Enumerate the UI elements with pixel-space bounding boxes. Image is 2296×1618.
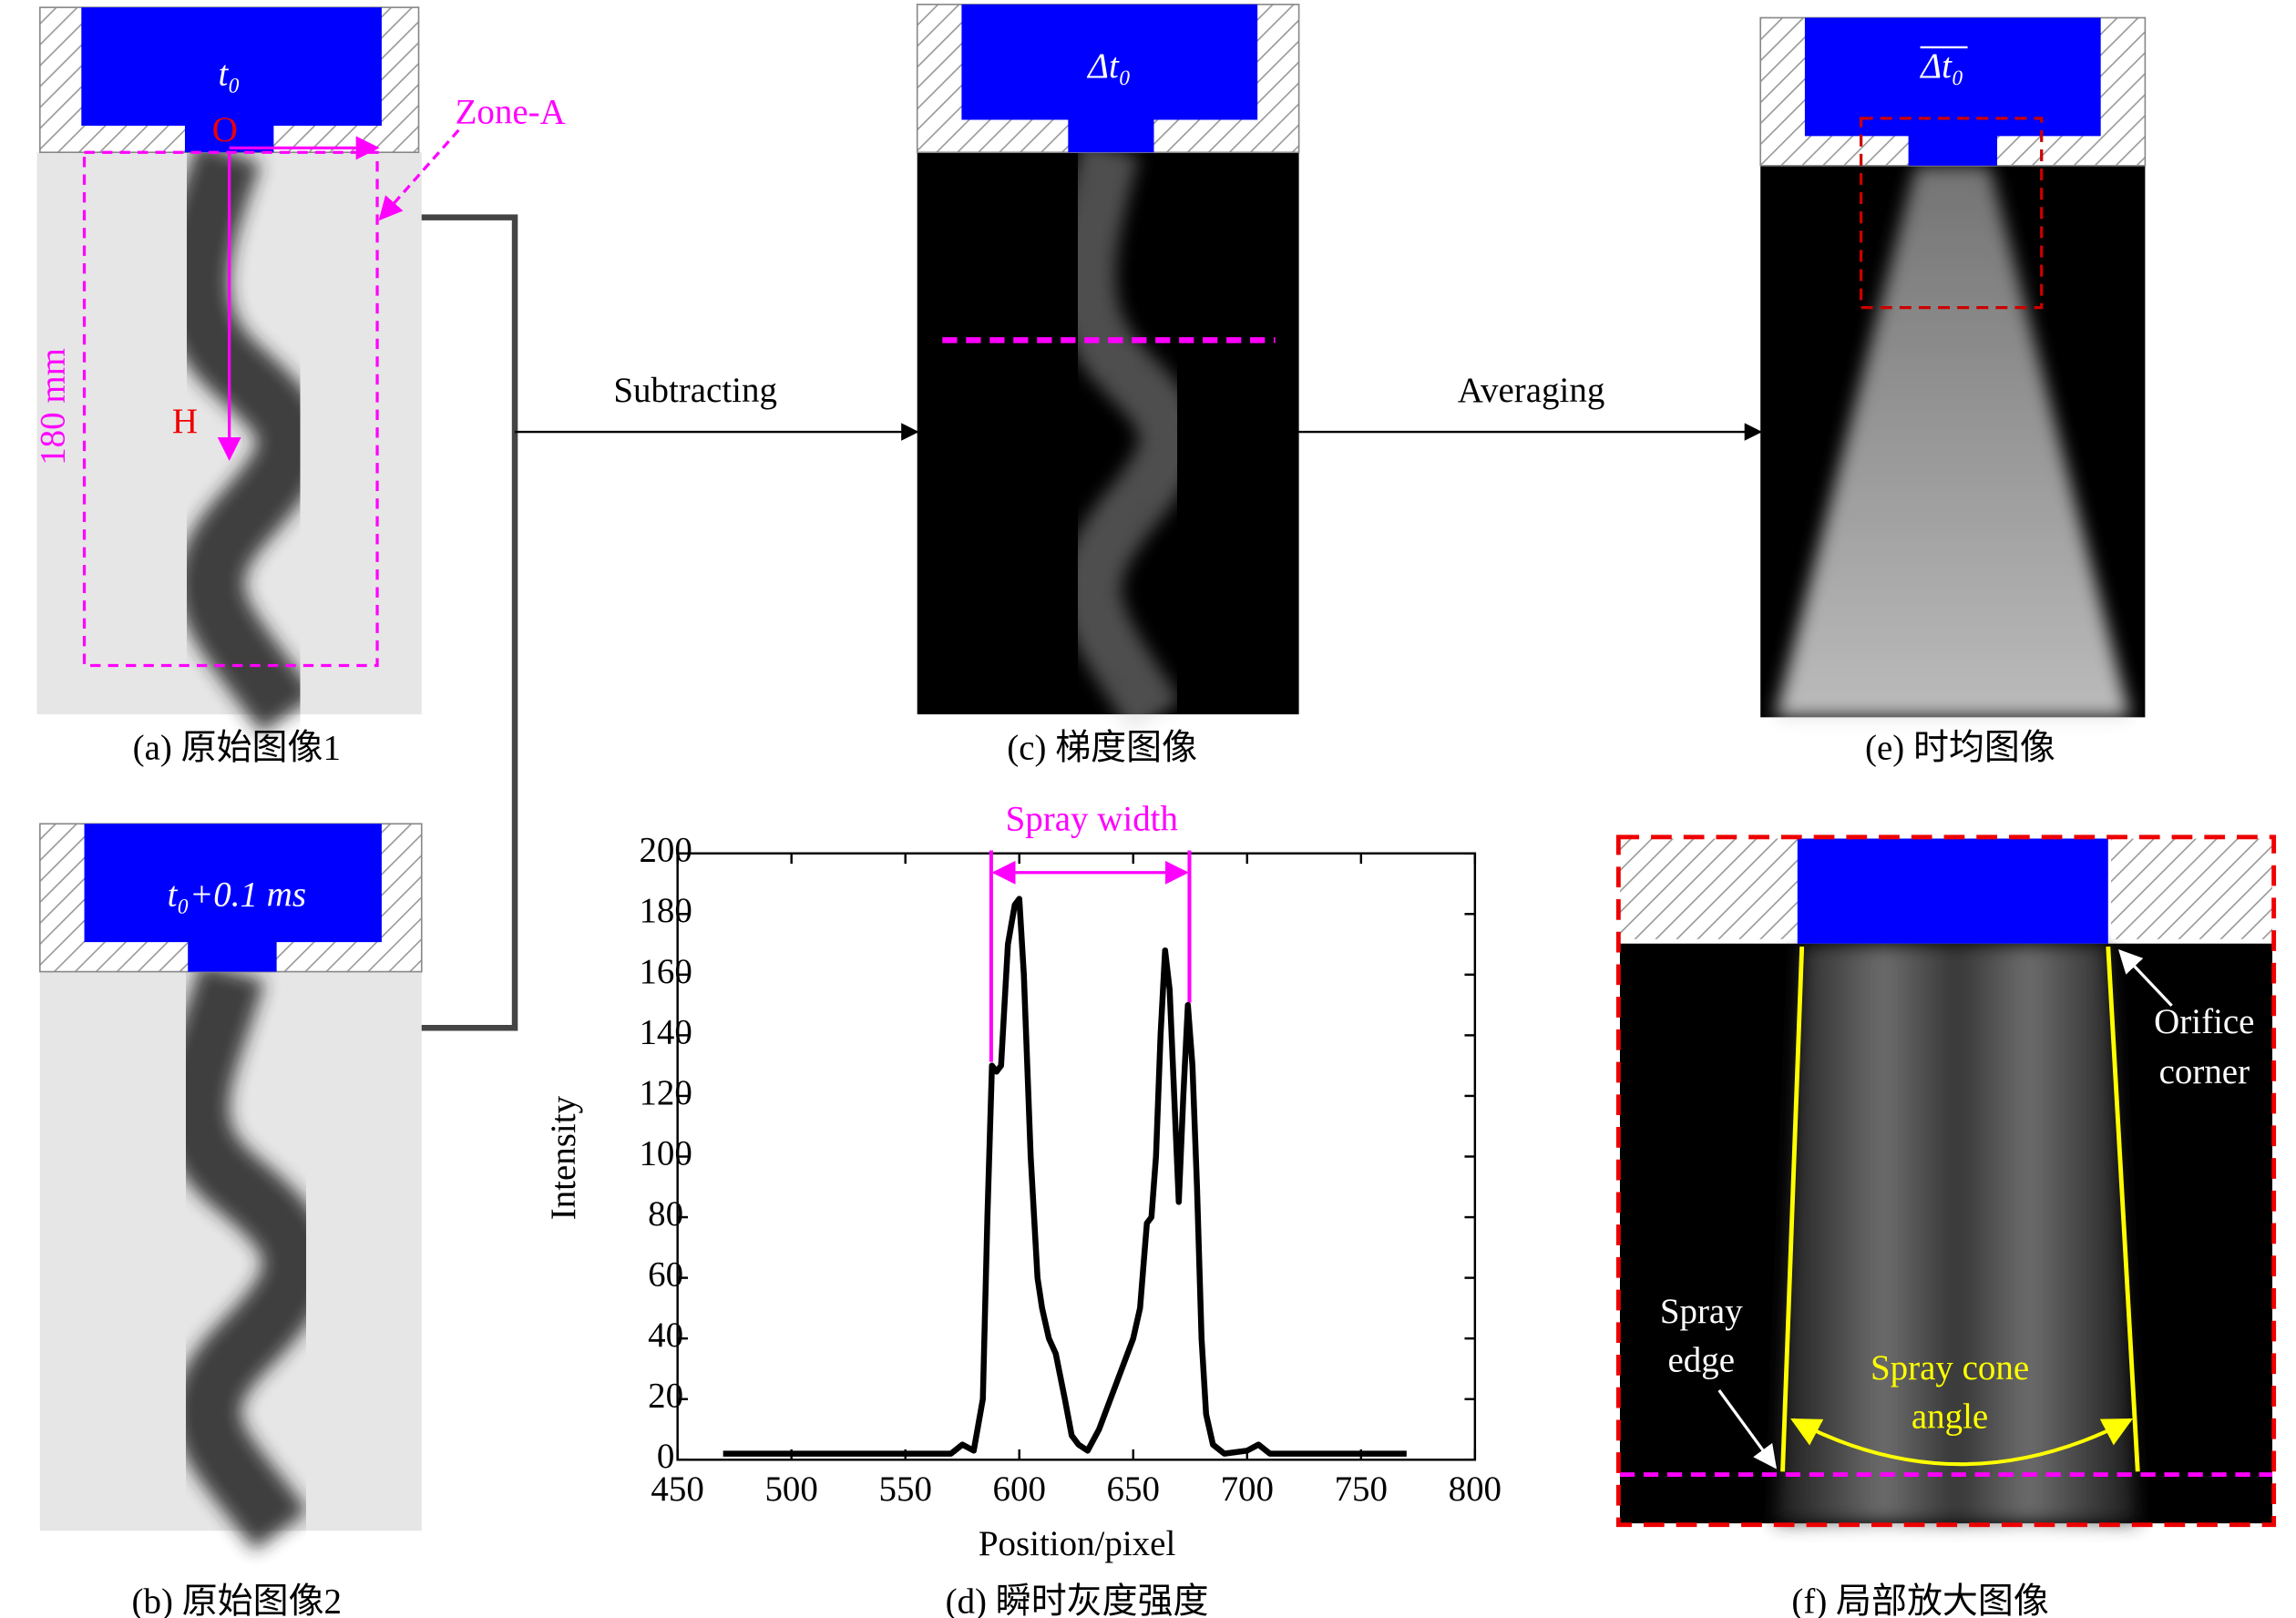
- gradient-jet: [1056, 144, 1198, 731]
- nozzle-neck: [1908, 134, 1998, 166]
- zone-label: Zone-A: [456, 93, 566, 132]
- y-tick-label: 0: [657, 1437, 674, 1476]
- nozzle-wall: [2111, 838, 2273, 939]
- x-tick-label: 800: [1449, 1470, 1502, 1509]
- nozzle-neck: [1068, 118, 1154, 153]
- x-tick-label: 750: [1335, 1470, 1388, 1509]
- bracket: [421, 214, 518, 1031]
- spray-cone: [1775, 165, 2131, 718]
- x-tick-label: 700: [1221, 1470, 1274, 1509]
- caption: (e) 时均图像: [1865, 729, 2055, 768]
- panel-c: Δt₀ (c) 梯度图像: [916, 4, 1300, 768]
- caption: (d) 瞬时灰度强度: [946, 1582, 1209, 1618]
- nozzle-neck: [188, 940, 277, 972]
- h-label: H: [172, 402, 198, 441]
- pointer: [1717, 1389, 1777, 1470]
- x-tick-label: 600: [993, 1470, 1046, 1509]
- height-label: 180 mm: [34, 348, 73, 466]
- time-label: t₀+0.1 ms: [168, 875, 306, 914]
- annotation: Spray width: [1006, 800, 1178, 839]
- x-tick-label: 550: [878, 1470, 931, 1509]
- x-tick-label: 500: [764, 1470, 817, 1509]
- caption: (f) 局部放大图像: [1791, 1582, 2048, 1618]
- y-axis-label: Intensity: [544, 1095, 583, 1220]
- step-label: Subtracting: [613, 371, 777, 410]
- edge-label: Spray: [1660, 1292, 1743, 1331]
- nozzle-wall: [1619, 838, 1798, 939]
- y-tick-label: 100: [639, 1133, 692, 1173]
- nozzle: [1797, 838, 2108, 944]
- angle-label: Spray cone: [1871, 1348, 2029, 1388]
- nozzle: [961, 4, 1258, 120]
- zoom-box: [1860, 117, 2044, 310]
- x-tick-label: 650: [1107, 1470, 1160, 1509]
- spray-cone: [1775, 943, 2138, 1524]
- y-tick-label: 180: [639, 891, 692, 930]
- panel-e: Δt₀ (e) 时均图像: [1759, 16, 2147, 768]
- jet: [163, 141, 324, 734]
- y-tick-label: 200: [639, 831, 692, 870]
- plot-frame: [676, 852, 1477, 1461]
- y-tick-label: 160: [639, 952, 692, 991]
- angle-arc: [1790, 1418, 2134, 1467]
- y-tick-label: 60: [648, 1255, 683, 1295]
- jet: [162, 962, 330, 1551]
- orifice-label: corner: [2159, 1052, 2250, 1091]
- step-label: Averaging: [1458, 371, 1605, 410]
- zone-pointer: [378, 128, 460, 221]
- caption: (b) 原始图像2: [132, 1582, 342, 1618]
- y-tick-label: 120: [639, 1073, 692, 1112]
- caption: (a) 原始图像1: [133, 729, 341, 768]
- panel-b: t₀+0.1 ms (b) 原始图像2: [39, 823, 423, 1618]
- y-tick-label: 40: [648, 1316, 683, 1355]
- y-tick-label: 20: [648, 1377, 683, 1416]
- time-label: Δt₀: [1086, 46, 1131, 86]
- nozzle: [84, 824, 382, 943]
- nozzle: [1804, 17, 2101, 137]
- spray-edge: [1780, 946, 1805, 1472]
- panel-a: t₀ O H 180 mm Zone-A (a) 原始图像1: [34, 6, 566, 768]
- intensity-line: [723, 896, 1407, 1457]
- spray-edge: [2106, 946, 2140, 1472]
- y-tick-label: 80: [648, 1194, 683, 1234]
- zoom-frame: [1615, 835, 2277, 1528]
- origin-label: O: [212, 110, 238, 149]
- panel-d: Position/pixel Intensity Spray width (d)…: [544, 800, 1502, 1618]
- x-axis-label: Position/pixel: [979, 1524, 1176, 1563]
- angle-label: angle: [1912, 1397, 1988, 1436]
- nozzle: [81, 7, 382, 126]
- orifice-label: Orifice: [2154, 1002, 2254, 1041]
- panel-f: Orifice corner Spray edge Spray cone ang…: [1615, 835, 2277, 1618]
- x-tick-label: 450: [651, 1470, 703, 1509]
- time-label: Δt₀: [1919, 46, 1963, 86]
- pointer: [2117, 948, 2173, 1008]
- time-label: t₀: [218, 54, 240, 93]
- y-tick-label: 140: [639, 1012, 692, 1051]
- edge-label: edge: [1667, 1341, 1735, 1380]
- caption: (c) 梯度图像: [1007, 729, 1197, 768]
